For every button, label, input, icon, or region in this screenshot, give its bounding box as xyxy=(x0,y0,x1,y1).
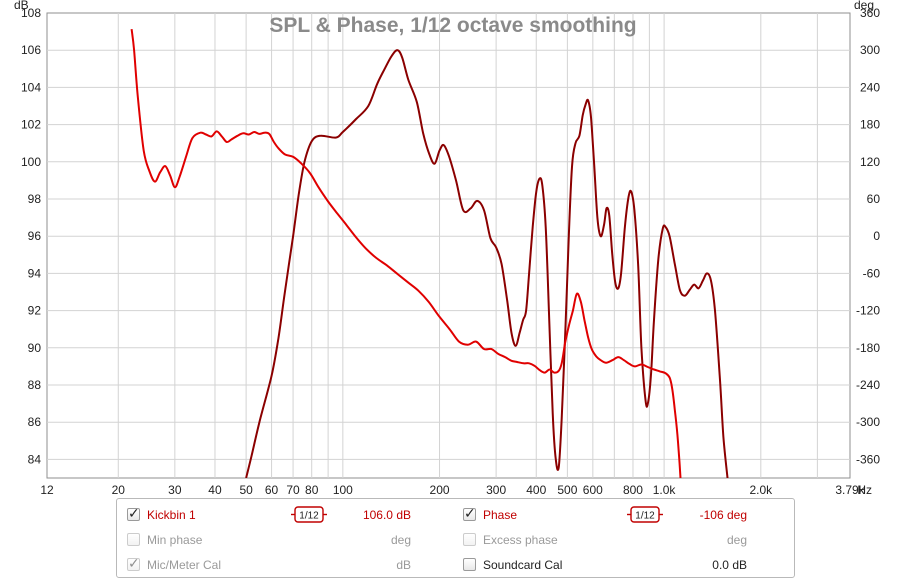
left-tick-label: 102 xyxy=(21,118,41,132)
phase-readout: -106 deg xyxy=(699,508,747,522)
phase-smoothing-icon[interactable]: 1/12 xyxy=(627,506,663,523)
x-tick-label: 50 xyxy=(239,483,253,497)
series-layer xyxy=(130,28,729,478)
x-tick-labels: 12 20 30 40 50 60 70 80 100 200 300 400 500 600 800 1.0… xyxy=(40,483,865,497)
right-tick-label: 300 xyxy=(860,43,880,57)
x-tick-label: 800 xyxy=(623,483,643,497)
left-tick-label: 90 xyxy=(28,341,42,355)
legend-panel: Kickbin 1 1/12 106.0 dB Phase 1/12 -106 … xyxy=(116,498,795,578)
x-tick-label: 1.0k xyxy=(653,483,677,497)
phase-curve xyxy=(130,28,682,478)
phase-smoothing-text: 1/12 xyxy=(635,511,655,522)
min-phase-label: Min phase xyxy=(147,533,203,547)
spl-smoothing-icon[interactable]: 1/12 xyxy=(291,506,327,523)
left-tick-labels: 84 86 88 90 92 94 96 98 100 102 104 106 108 xyxy=(21,6,41,466)
right-tick-label: -240 xyxy=(856,378,880,392)
right-tick-label: -180 xyxy=(856,341,880,355)
x-tick-label: 100 xyxy=(333,483,353,497)
left-tick-label: 106 xyxy=(21,43,41,57)
soundcard-cal-label: Soundcard Cal xyxy=(483,558,563,572)
x-tick-label: 2.0k xyxy=(749,483,773,497)
right-tick-label: 60 xyxy=(867,192,881,206)
x-tick-label: 200 xyxy=(430,483,450,497)
spl-phase-chart[interactable]: 12 20 30 40 50 60 70 80 100 200 300 400 500 600 800 1.0… xyxy=(0,0,910,500)
excess-phase-readout: deg xyxy=(726,533,747,547)
plot-area xyxy=(46,12,851,479)
right-tick-label: -60 xyxy=(863,266,881,280)
right-tick-label: 360 xyxy=(860,6,880,20)
mic-cal-checkbox[interactable] xyxy=(127,555,140,572)
min-phase-checkbox[interactable] xyxy=(127,533,140,546)
x-tick-label: 12 xyxy=(40,483,54,497)
right-tick-label: -360 xyxy=(856,452,880,466)
right-tick-label: 120 xyxy=(860,155,880,169)
right-tick-label: 0 xyxy=(873,229,880,243)
min-phase-readout: deg xyxy=(390,533,411,547)
right-tick-label: 240 xyxy=(860,80,880,94)
left-tick-label: 84 xyxy=(28,452,42,466)
phase-label: Phase xyxy=(483,508,518,522)
left-tick-label: 92 xyxy=(28,304,42,318)
right-tick-labels: -360 -300 -240 -180 -120 -60 0 60 120 180 240 300 36… xyxy=(856,6,880,466)
left-axis-unit: dB xyxy=(14,0,29,12)
x-tick-label: 300 xyxy=(486,483,506,497)
left-tick-label: 104 xyxy=(21,80,41,94)
mic-cal-label: Mic/Meter Cal xyxy=(147,558,222,572)
right-tick-label: -300 xyxy=(856,415,880,429)
x-tick-label: 40 xyxy=(208,483,222,497)
left-tick-label: 94 xyxy=(28,266,42,280)
left-tick-label: 96 xyxy=(28,229,42,243)
y-grid xyxy=(47,49,850,460)
left-tick-label: 86 xyxy=(28,415,42,429)
legend-row-kickbin: Kickbin 1 1/12 106.0 dB Phase 1/12 -106 … xyxy=(117,505,796,530)
x-tick-label: 60 xyxy=(265,483,279,497)
legend-row-cal: Mic/Meter Cal dB Soundcard Cal 0.0 dB xyxy=(117,555,796,580)
x-tick-label: 600 xyxy=(583,483,603,497)
x-tick-label: 500 xyxy=(557,483,577,497)
left-tick-label: 108 xyxy=(21,6,41,20)
legend-row-minphase: Min phase deg Excess phase deg xyxy=(117,533,796,555)
left-tick-label: 100 xyxy=(21,155,41,169)
x-tick-label: 20 xyxy=(112,483,126,497)
kickbin-checkbox[interactable] xyxy=(127,505,140,522)
left-tick-label: 98 xyxy=(28,192,42,206)
spl-curve xyxy=(245,49,729,478)
spl-readout: 106.0 dB xyxy=(362,508,411,522)
soundcard-cal-readout: 0.0 dB xyxy=(712,558,747,572)
phase-checkbox[interactable] xyxy=(463,505,476,522)
soundcard-cal-checkbox[interactable] xyxy=(463,558,476,571)
x-tick-label: 70 xyxy=(286,483,300,497)
right-tick-label: -120 xyxy=(856,304,880,318)
right-axis-unit: deg xyxy=(854,0,874,12)
excess-phase-label: Excess phase xyxy=(483,533,558,547)
left-tick-label: 88 xyxy=(28,378,42,392)
excess-phase-checkbox[interactable] xyxy=(463,533,476,546)
right-tick-label: 180 xyxy=(860,118,880,132)
x-grid xyxy=(117,13,818,478)
x-tick-label: 3.79k xyxy=(835,483,865,497)
x-tick-label: 400 xyxy=(526,483,546,497)
kickbin-label: Kickbin 1 xyxy=(147,508,196,522)
chart-title: SPL & Phase, 1/12 octave smoothing xyxy=(269,14,636,37)
x-tick-label: 80 xyxy=(305,483,319,497)
x-axis-unit: Hz xyxy=(857,483,872,497)
mic-cal-readout: dB xyxy=(396,558,411,572)
spl-smoothing-text: 1/12 xyxy=(299,511,319,522)
x-tick-label: 30 xyxy=(168,483,182,497)
